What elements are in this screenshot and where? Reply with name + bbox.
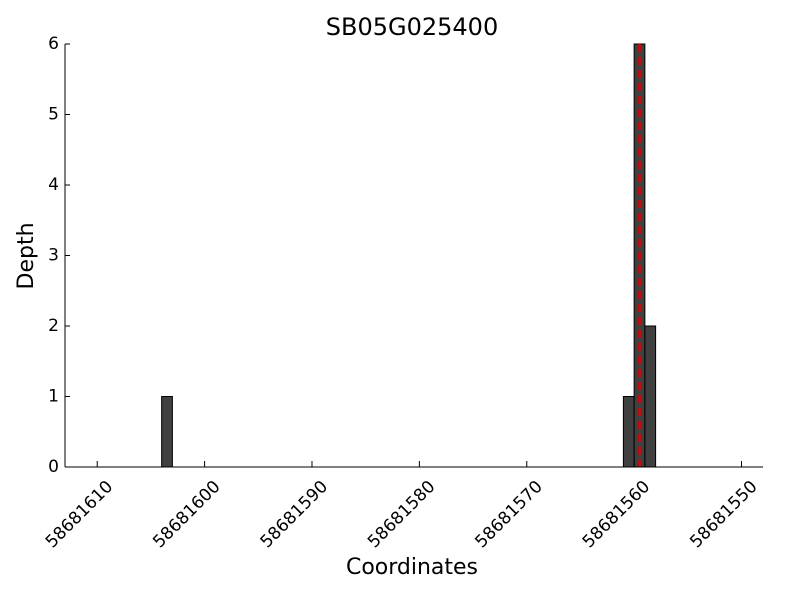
x-tick-label: 58681580: [364, 477, 439, 552]
bar: [622, 396, 635, 468]
y-tick-label: 3: [48, 246, 59, 266]
y-axis-label: Depth: [14, 222, 39, 289]
y-tick-label: 1: [48, 387, 59, 407]
chart-title: SB05G025400: [326, 13, 498, 41]
y-tick-label: 5: [48, 105, 59, 125]
x-axis-label: Coordinates: [346, 555, 478, 580]
y-tick-label: 2: [48, 316, 59, 336]
bar: [161, 396, 173, 468]
y-tick-label: 0: [48, 457, 59, 477]
bar: [644, 325, 657, 468]
y-tick-label: 4: [48, 175, 59, 195]
x-tick-label: 58681600: [149, 477, 224, 552]
x-tick-label: 58681570: [471, 477, 546, 552]
y-tick-label: 6: [48, 34, 59, 54]
x-tick-label: 58681560: [579, 477, 654, 552]
x-tick-label: 58681610: [42, 477, 117, 552]
x-tick-label: 58681590: [257, 477, 332, 552]
x-tick-label: 58681550: [686, 477, 761, 552]
